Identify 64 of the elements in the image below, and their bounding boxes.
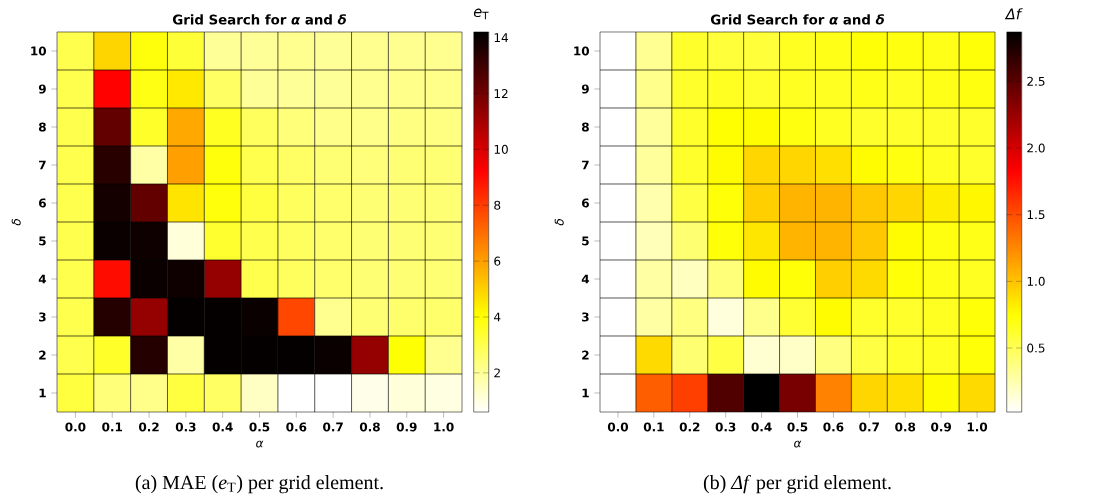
y-tick-label: 9 bbox=[581, 84, 589, 94]
x-tick-label: 0.5 bbox=[249, 422, 270, 432]
x-tick-label: 0.0 bbox=[65, 422, 86, 432]
x-tick-label: 0.5 bbox=[787, 422, 808, 432]
x-tick-label: 0.2 bbox=[138, 422, 159, 432]
color-bar-title: e$_{T}$ bbox=[473, 8, 489, 20]
y-tick-label: 4 bbox=[581, 274, 590, 284]
x-tick-label: 0.9 bbox=[931, 422, 952, 432]
y-tick-label: 4 bbox=[38, 274, 47, 284]
y-tick-label: 3 bbox=[582, 312, 589, 322]
y-tick-label: 6 bbox=[582, 198, 589, 208]
y-tick-label: 5 bbox=[39, 236, 46, 246]
y-tick-label: 1 bbox=[39, 388, 46, 398]
y-tick-label: 5 bbox=[582, 236, 589, 246]
chart-title: Grid Search for α and δ bbox=[172, 14, 346, 25]
y-axis-title: δ bbox=[554, 218, 564, 226]
color-bar-title: Δf bbox=[1004, 8, 1023, 20]
color-bar-label: 0.5 bbox=[1027, 343, 1045, 353]
x-tick-label: 0.4 bbox=[751, 422, 772, 432]
x-tick-label: 0.8 bbox=[359, 422, 380, 432]
color-bar-label: 2.5 bbox=[1027, 76, 1045, 86]
y-tick-label: 1 bbox=[582, 388, 589, 398]
x-tick-label: 0.3 bbox=[175, 422, 196, 432]
x-axis-title: α bbox=[256, 440, 264, 448]
color-bar-label: 2 bbox=[494, 368, 500, 378]
y-tick-label: 7 bbox=[39, 160, 46, 170]
x-tick-label: 0.4 bbox=[212, 422, 233, 432]
x-tick-label: 0.9 bbox=[396, 422, 417, 432]
x-tick-label: 0.2 bbox=[679, 422, 700, 432]
x-tick-label: 0.1 bbox=[102, 422, 123, 432]
color-bar-label: 1.5 bbox=[1027, 210, 1045, 220]
x-tick-label: 0.1 bbox=[643, 422, 664, 432]
y-tick-label: 6 bbox=[39, 198, 46, 208]
y-tick-label: 3 bbox=[39, 312, 46, 322]
y-tick-label: 10 bbox=[574, 46, 590, 56]
text: (b) Δf per grid element. bbox=[703, 474, 891, 494]
color-bar-label: 10 bbox=[494, 144, 508, 154]
x-axis-title: α bbox=[794, 440, 802, 448]
color-bar-label: 8 bbox=[494, 200, 501, 210]
x-tick-label: 1.0 bbox=[967, 422, 988, 432]
y-tick-label: 2 bbox=[582, 350, 589, 360]
x-tick-label: 0.0 bbox=[607, 422, 629, 432]
x-tick-label: 0.6 bbox=[286, 422, 307, 432]
color-bar-label: 4 bbox=[494, 312, 501, 322]
x-tick-label: 0.7 bbox=[859, 422, 880, 432]
x-tick-label: 0.8 bbox=[895, 422, 916, 432]
y-axis-title: δ bbox=[11, 218, 21, 226]
y-tick-label: 10 bbox=[31, 46, 47, 56]
text: (a) MAE (e$_{T}$) per grid element. bbox=[135, 475, 383, 494]
color-bar-label: 12 bbox=[494, 89, 508, 98]
chart-title: Grid Search for α and δ bbox=[710, 14, 884, 25]
y-tick-label: 8 bbox=[38, 122, 46, 132]
x-tick-label: 0.3 bbox=[715, 422, 736, 432]
y-tick-label: 7 bbox=[582, 160, 589, 170]
color-bar-label: 1.0 bbox=[1027, 276, 1045, 286]
x-tick-label: 0.6 bbox=[823, 422, 844, 432]
x-tick-label: 0.7 bbox=[323, 422, 343, 432]
color-bar-label: 6 bbox=[494, 256, 501, 266]
y-tick-label: 9 bbox=[38, 84, 46, 94]
x-tick-label: 1.0 bbox=[434, 422, 454, 432]
color-bar-label: 14 bbox=[494, 33, 509, 42]
y-tick-label: 8 bbox=[581, 122, 589, 132]
color-bar-label: 2.0 bbox=[1027, 143, 1045, 153]
y-tick-label: 2 bbox=[39, 350, 46, 360]
